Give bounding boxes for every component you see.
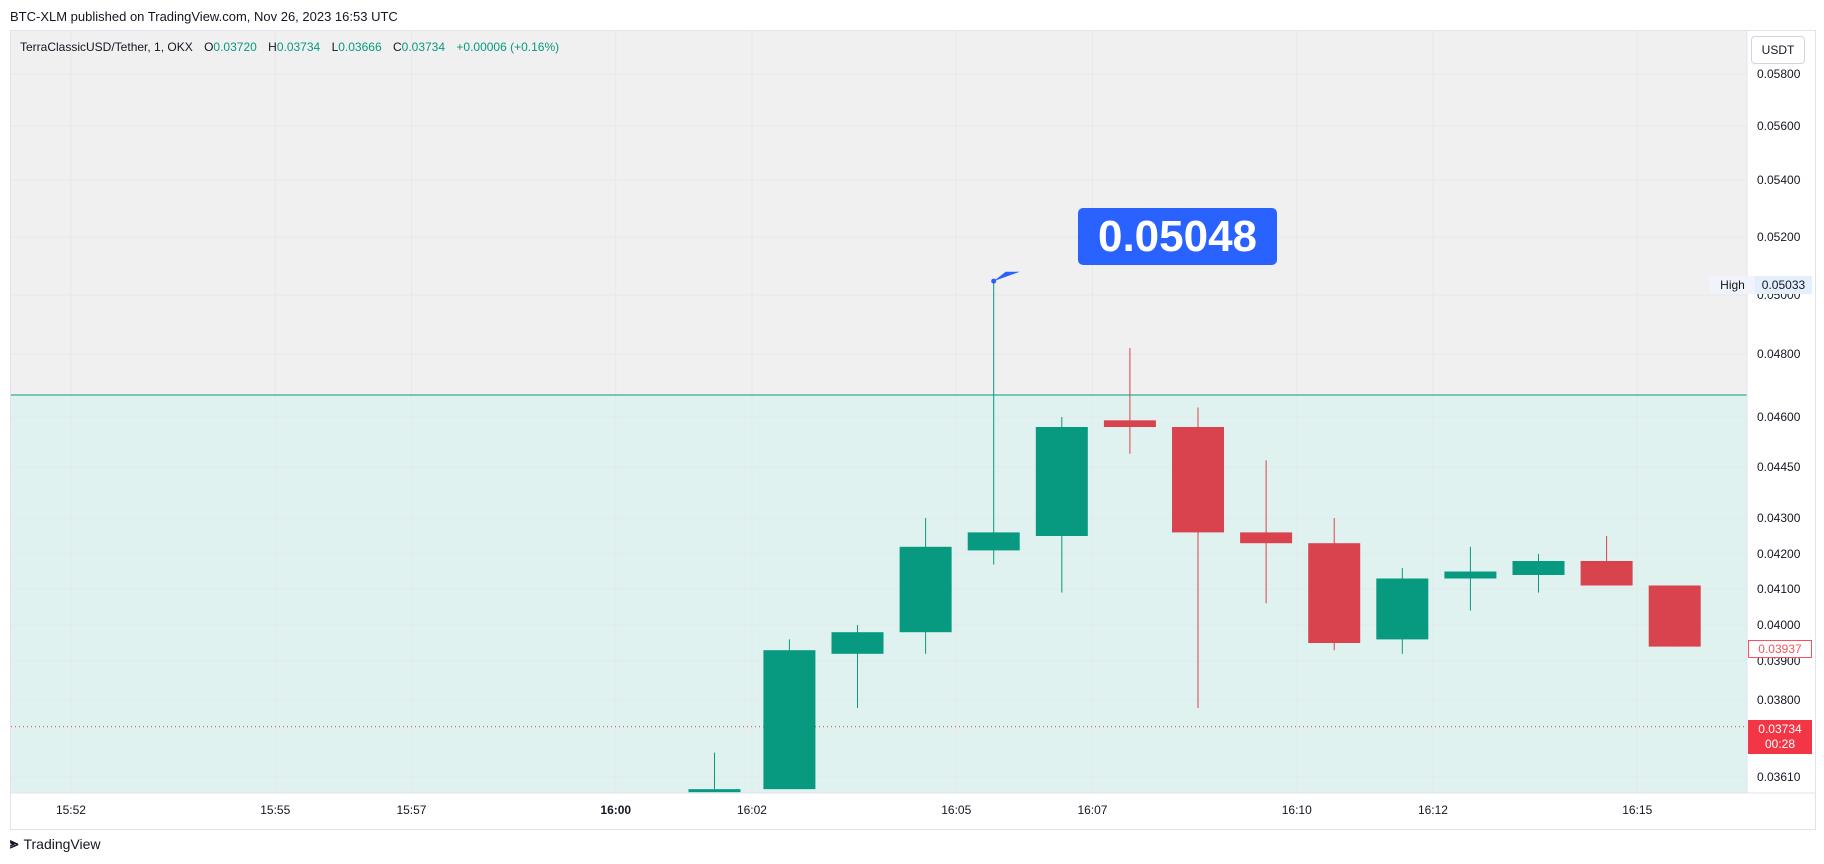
y-tick-label: 0.03800 — [1757, 693, 1801, 707]
candle-body[interactable] — [1103, 420, 1156, 427]
candle-body[interactable] — [831, 632, 884, 654]
candle-body[interactable] — [1580, 561, 1633, 586]
last-price-value: 0.03734 — [1758, 722, 1802, 736]
footer-brand[interactable]: ⪢ TradingView — [10, 835, 101, 852]
x-tick-label: 16:10 — [1282, 803, 1312, 817]
candle-body[interactable] — [763, 650, 816, 790]
x-tick-label: 15:52 — [56, 803, 86, 817]
callout-pointer — [993, 271, 1020, 282]
close-value: 0.03734 — [401, 40, 446, 54]
x-tick-label: 16:12 — [1418, 803, 1448, 817]
chart-frame — [10, 30, 1816, 830]
candle-body[interactable] — [1512, 561, 1565, 575]
y-tick-label: 0.05600 — [1757, 119, 1801, 133]
y-tick-label: 0.04800 — [1757, 347, 1801, 361]
published-header: BTC-XLM published on TradingView.com, No… — [10, 9, 398, 24]
close-key: C — [392, 40, 402, 54]
brand-name: TradingView — [23, 835, 101, 852]
candle-body[interactable] — [1376, 578, 1429, 640]
candle-body[interactable] — [967, 532, 1020, 551]
y-tick-label: 0.05200 — [1757, 230, 1801, 244]
last-price-tag: 0.03734 00:28 — [1748, 720, 1812, 754]
x-tick-label: 16:02 — [737, 803, 767, 817]
ohlc-legend: TerraClassicUSD/Tether, 1, OKX O0.03720 … — [20, 40, 559, 54]
candle-body[interactable] — [1444, 571, 1497, 579]
x-tick-label: 16:07 — [1077, 803, 1107, 817]
x-tick-label: 16:00 — [600, 803, 631, 817]
candle-body[interactable] — [1308, 543, 1361, 643]
y-tick-label: 0.04300 — [1757, 511, 1801, 525]
high-tag-value: 0.05033 — [1755, 276, 1812, 294]
symbol-label[interactable]: TerraClassicUSD/Tether, 1, OKX — [20, 40, 193, 54]
candle-body[interactable] — [1648, 585, 1701, 647]
shade-below-reference — [11, 394, 1747, 793]
tradingview-logo-icon: ⪢ — [10, 835, 19, 852]
y-tick-label: 0.05400 — [1757, 173, 1801, 187]
candle-body[interactable] — [1172, 427, 1225, 533]
candle-body[interactable] — [1240, 532, 1293, 544]
countdown-value: 00:28 — [1764, 737, 1796, 751]
y-tick-label: 0.04000 — [1757, 618, 1801, 632]
open-value: 0.03720 — [213, 40, 257, 54]
open-key: O — [204, 40, 214, 54]
x-tick-label: 16:15 — [1622, 803, 1652, 817]
high-callout: 0.05048 — [1078, 208, 1277, 265]
y-tick-label: 0.04450 — [1757, 460, 1801, 474]
currency-unit-button[interactable]: USDT — [1751, 36, 1805, 64]
high-value: 0.03734 — [276, 40, 321, 54]
high-key: H — [268, 40, 277, 54]
high-point-marker — [991, 278, 997, 284]
low-key: L — [331, 40, 339, 54]
x-tick-label: 16:05 — [941, 803, 971, 817]
x-tick-label: 15:55 — [260, 803, 290, 817]
candles-group — [688, 280, 1701, 793]
price-tag-red: 0.03937 — [1748, 640, 1812, 658]
y-tick-label: 0.04600 — [1757, 410, 1801, 424]
x-tick-label: 15:57 — [396, 803, 426, 817]
low-value: 0.03666 — [338, 40, 382, 54]
y-tick-label: 0.04200 — [1757, 547, 1801, 561]
candle-body[interactable] — [688, 789, 741, 793]
candle-body[interactable] — [899, 546, 952, 633]
high-tag-label: High — [1709, 276, 1756, 294]
change-value: +0.00006 (+0.16%) — [456, 40, 560, 54]
y-tick-label: 0.04100 — [1757, 582, 1801, 596]
y-tick-label: 0.03610 — [1757, 770, 1801, 784]
y-tick-label: 0.05800 — [1757, 67, 1801, 81]
candle-body[interactable] — [1035, 427, 1088, 536]
shade-above-reference — [11, 31, 1747, 395]
